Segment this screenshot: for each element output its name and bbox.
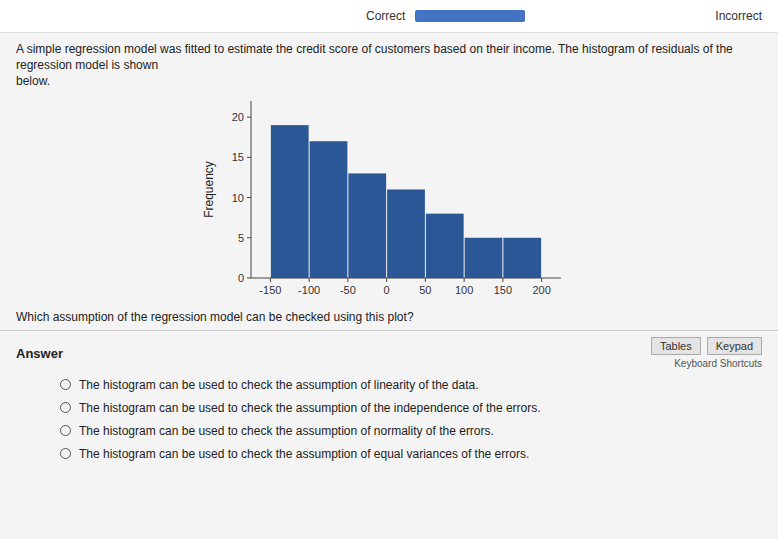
choice[interactable]: The histogram can be used to check the a… xyxy=(60,396,762,419)
incorrect-label: Incorrect xyxy=(715,9,762,23)
question-text: Which assumption of the regression model… xyxy=(0,306,778,330)
divider xyxy=(0,330,778,331)
x-tick-label: 100 xyxy=(455,284,473,296)
histogram-chart: 0 5 10 15 20 -150 -100 -50 0 50 100 150 200 Frequency xyxy=(199,91,579,306)
y-tick xyxy=(247,117,251,118)
y-tick xyxy=(247,237,251,238)
choice[interactable]: The histogram can be used to check the a… xyxy=(60,442,762,465)
x-tick-label: -100 xyxy=(298,284,320,296)
x-tick xyxy=(425,278,426,282)
x-tick xyxy=(386,278,387,282)
choice-text: The histogram can be used to check the a… xyxy=(79,401,541,415)
histogram-bar xyxy=(387,190,425,279)
histogram-bar xyxy=(271,125,309,278)
y-tick-label: 15 xyxy=(232,151,244,163)
x-tick xyxy=(270,278,271,282)
y-tick-label: 10 xyxy=(232,192,244,204)
tables-button[interactable]: Tables xyxy=(651,337,701,355)
x-tick-label: 50 xyxy=(419,284,431,296)
radio-button[interactable] xyxy=(60,425,71,436)
bars xyxy=(271,125,541,278)
progress-bar xyxy=(415,10,525,22)
shortcuts-link[interactable]: Keyboard Shortcuts xyxy=(674,358,762,369)
y-axis-label: Frequency xyxy=(202,161,216,218)
x-tick-label: -150 xyxy=(259,284,281,296)
y-tick-label: 20 xyxy=(232,111,244,123)
x-tick xyxy=(541,278,542,282)
radio-button[interactable] xyxy=(60,402,71,413)
x-axis-line xyxy=(251,278,561,279)
radio-button[interactable] xyxy=(60,448,71,459)
top-bar: Correct Incorrect xyxy=(0,0,778,33)
y-tick-label: 5 xyxy=(238,232,244,244)
choice-text: The histogram can be used to check the a… xyxy=(79,424,494,438)
x-tick-label: 0 xyxy=(384,284,390,296)
correct-label: Correct xyxy=(366,9,405,23)
top-text: A simple regression model was fitted to … xyxy=(0,33,778,91)
x-tick-label: -50 xyxy=(340,284,356,296)
choice-text: The histogram can be used to check the a… xyxy=(79,447,529,461)
answer-row: Answer Tables Keypad Keyboard Shortcuts xyxy=(0,331,778,371)
x-tick xyxy=(309,278,310,282)
y-tick xyxy=(247,278,251,279)
x-tick xyxy=(347,278,348,282)
y-axis-line xyxy=(251,101,252,278)
histogram-bar xyxy=(310,141,348,278)
y-tick xyxy=(247,197,251,198)
chart-wrap: 0 5 10 15 20 -150 -100 -50 0 50 100 150 200 Frequency xyxy=(0,91,778,306)
histogram-bar xyxy=(348,173,386,278)
choice[interactable]: The histogram can be used to check the a… xyxy=(60,419,762,442)
choice-text: The histogram can be used to check the a… xyxy=(79,378,479,392)
y-tick xyxy=(247,157,251,158)
choices: The histogram can be used to check the a… xyxy=(0,371,778,465)
x-tick-label: 150 xyxy=(494,284,512,296)
buttons: Tables Keypad xyxy=(651,337,762,355)
answer-label: Answer xyxy=(16,346,63,361)
y-tick-label: 0 xyxy=(238,272,244,284)
x-tick-label: 200 xyxy=(532,284,550,296)
choice[interactable]: The histogram can be used to check the a… xyxy=(60,373,762,396)
histogram-bar xyxy=(465,238,503,278)
x-tick xyxy=(464,278,465,282)
histogram-bar xyxy=(426,214,464,278)
keypad-button[interactable]: Keypad xyxy=(707,337,762,355)
x-tick xyxy=(502,278,503,282)
radio-button[interactable] xyxy=(60,379,71,390)
histogram-bar xyxy=(503,238,541,278)
tools: Tables Keypad Keyboard Shortcuts xyxy=(651,337,762,369)
